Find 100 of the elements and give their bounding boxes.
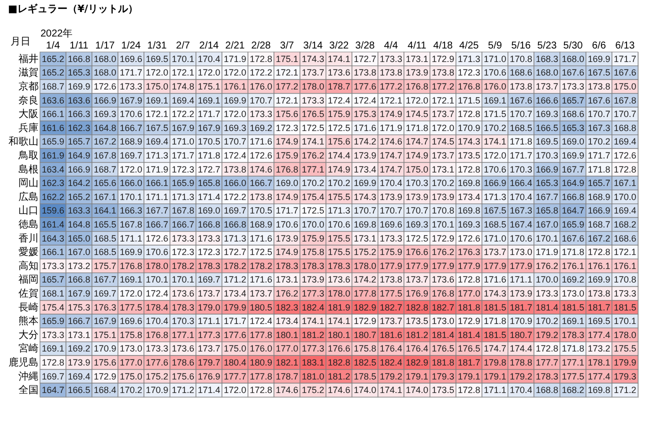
data-label: 172.5	[302, 206, 324, 216]
data-label: 176.9	[198, 371, 220, 382]
data-label: 172.0	[146, 68, 168, 78]
data-label: 176.8	[146, 330, 168, 340]
x-tick-label: 6/13	[615, 40, 636, 52]
data-label: 172.3	[172, 247, 194, 258]
data-label: 169.9	[562, 150, 584, 160]
data-label: 171.6	[250, 136, 272, 147]
y-tick-label: 長崎	[18, 301, 38, 314]
data-label: 173.9	[432, 192, 454, 202]
data-label: 173.3	[198, 233, 220, 244]
data-label: 177.5	[562, 371, 584, 382]
data-label: 171.3	[458, 54, 480, 64]
data-label: 172.0	[120, 288, 142, 298]
data-label: 174.0	[406, 385, 428, 396]
data-label: 166.7	[146, 220, 168, 230]
data-label: 172.7	[354, 54, 376, 64]
data-label: 174.3	[354, 192, 376, 202]
data-label: 175.9	[380, 247, 402, 258]
data-label: 170.6	[328, 220, 350, 230]
data-label: 171.8	[198, 150, 220, 160]
data-label: 171.7	[510, 150, 532, 160]
data-label: 168.5	[510, 122, 532, 133]
data-label: 164.8	[68, 220, 90, 230]
data-label: 173.8	[224, 164, 246, 174]
data-label: 170.2	[328, 178, 350, 188]
data-label: 173.7	[198, 344, 220, 354]
data-label: 172.9	[432, 233, 454, 244]
data-label: 170.5	[250, 206, 272, 216]
data-label: 172.7	[224, 247, 246, 258]
data-label: 176.2	[276, 288, 298, 298]
data-label: 164.7	[562, 206, 584, 216]
data-label: 172.6	[146, 233, 168, 244]
data-label: 177.0	[458, 288, 480, 298]
data-label: 176.8	[120, 260, 142, 271]
data-label: 167.7	[562, 164, 584, 174]
data-label: 169.2	[250, 122, 272, 133]
data-label: 174.7	[406, 136, 428, 147]
data-label: 168.8	[536, 385, 558, 396]
data-label: 181.7	[588, 302, 610, 312]
x-tick-label: 1/17	[95, 40, 116, 52]
data-label: 170.2	[120, 385, 142, 396]
data-label: 169.9	[224, 95, 246, 106]
data-label: 177.3	[198, 330, 220, 340]
data-label: 171.6	[250, 233, 272, 244]
data-label: 176.3	[458, 247, 480, 258]
data-label: 182.1	[276, 358, 298, 368]
data-label: 172.2	[250, 68, 272, 78]
data-label: 164.8	[94, 122, 116, 133]
data-label: 173.4	[458, 192, 480, 202]
data-label: 173.3	[380, 54, 402, 64]
data-label: 181.5	[484, 302, 506, 312]
data-label: 165.3	[562, 122, 584, 133]
x-tick-label: 1/24	[121, 40, 142, 52]
data-label: 167.3	[588, 122, 610, 133]
x-tick-label: 2/28	[251, 40, 272, 52]
data-label: 178.3	[172, 302, 194, 312]
data-label: 176.2	[536, 260, 558, 271]
x-tick-label: 6/6	[592, 40, 606, 52]
data-label: 181.9	[328, 302, 350, 312]
data-label: 172.1	[614, 247, 636, 258]
data-label: 168.1	[42, 288, 64, 298]
data-label: 173.1	[354, 233, 376, 244]
data-label: 175.3	[354, 109, 376, 120]
data-label: 167.2	[94, 136, 116, 147]
data-label: 167.3	[510, 206, 532, 216]
data-label: 176.3	[94, 302, 116, 312]
data-label: 169.1	[484, 95, 506, 106]
data-label: 173.7	[302, 68, 324, 78]
data-label: 173.6	[172, 344, 194, 354]
y-tick-label: 佐賀	[18, 288, 38, 300]
data-label: 172.0	[224, 68, 246, 78]
data-label: 177.6	[354, 82, 376, 92]
data-label: 162.2	[42, 192, 64, 202]
data-label: 169.4	[614, 206, 636, 216]
data-label: 168.0	[94, 68, 116, 78]
data-label: 174.9	[328, 164, 350, 174]
x-tick-label: 2/14	[199, 40, 220, 52]
data-label: 173.8	[588, 288, 610, 298]
data-label: 163.3	[68, 206, 90, 216]
data-label: 171.7	[172, 150, 194, 160]
data-label: 172.3	[458, 68, 480, 78]
y-tick-label: 宮崎	[18, 342, 38, 355]
data-label: 166.7	[120, 122, 142, 133]
data-label: 173.8	[250, 192, 272, 202]
data-label: 170.4	[146, 316, 168, 326]
data-label: 177.9	[432, 260, 454, 271]
data-label: 170.1	[172, 274, 194, 285]
data-label: 173.2	[68, 260, 90, 271]
data-label: 175.6	[94, 358, 116, 368]
data-label: 166.8	[68, 274, 90, 285]
data-label: 172.3	[172, 164, 194, 174]
data-label: 165.9	[42, 316, 64, 326]
data-label: 165.3	[536, 178, 558, 188]
data-label: 172.6	[614, 150, 636, 160]
data-label: 174.4	[328, 150, 350, 160]
data-label: 181.4	[536, 302, 558, 312]
data-label: 167.6	[562, 68, 584, 78]
data-label: 169.4	[68, 371, 90, 382]
data-label: 173.3	[536, 288, 558, 298]
